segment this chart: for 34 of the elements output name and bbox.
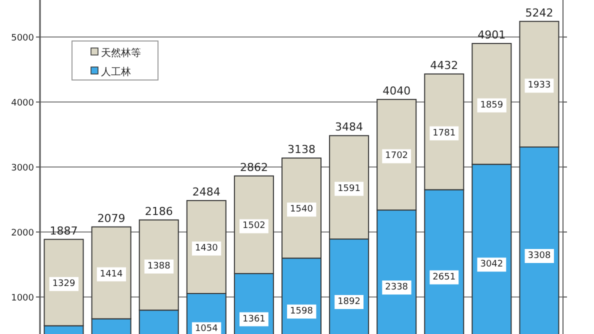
total-label: 2079	[97, 212, 126, 225]
data-label: 2338	[385, 282, 408, 293]
y-tick-label: 5000	[11, 34, 34, 44]
data-label: 3042	[480, 260, 504, 270]
data-label: 1054	[194, 324, 218, 334]
data-label: 1414	[100, 269, 124, 280]
data-label: 1591	[338, 184, 360, 194]
data-label: 1892	[338, 297, 360, 308]
data-label: 1329	[52, 279, 76, 290]
data-label: 1502	[242, 221, 266, 232]
total-label: 2484	[192, 186, 220, 199]
legend-label: 人工林	[101, 66, 131, 78]
y-tick-label: 3000	[11, 164, 34, 174]
total-label: 4040	[382, 84, 411, 98]
data-label: 1540	[290, 204, 314, 215]
data-label: 1702	[385, 151, 408, 162]
data-label: 1598	[290, 306, 314, 317]
data-label: 1361	[242, 314, 266, 324]
data-label: 2651	[432, 272, 456, 282]
y-tick-label: 2000	[11, 228, 34, 239]
data-label: 3308	[528, 251, 551, 262]
data-label: 1388	[147, 262, 171, 272]
data-label: 1859	[480, 100, 504, 110]
total-label: 3484	[335, 120, 364, 134]
legend-label: 天然林等	[101, 47, 141, 59]
data-label: 1430	[194, 244, 218, 254]
y-tick-label: 1000	[11, 294, 34, 304]
total-label: 5242	[525, 6, 554, 20]
total-label: 2186	[144, 204, 173, 218]
total-label: 4432	[430, 58, 458, 72]
data-label: 1933	[528, 80, 551, 91]
data-label: 1781	[432, 128, 456, 138]
total-label: 3138	[288, 143, 316, 156]
y-tick-label: 4000	[11, 98, 34, 109]
